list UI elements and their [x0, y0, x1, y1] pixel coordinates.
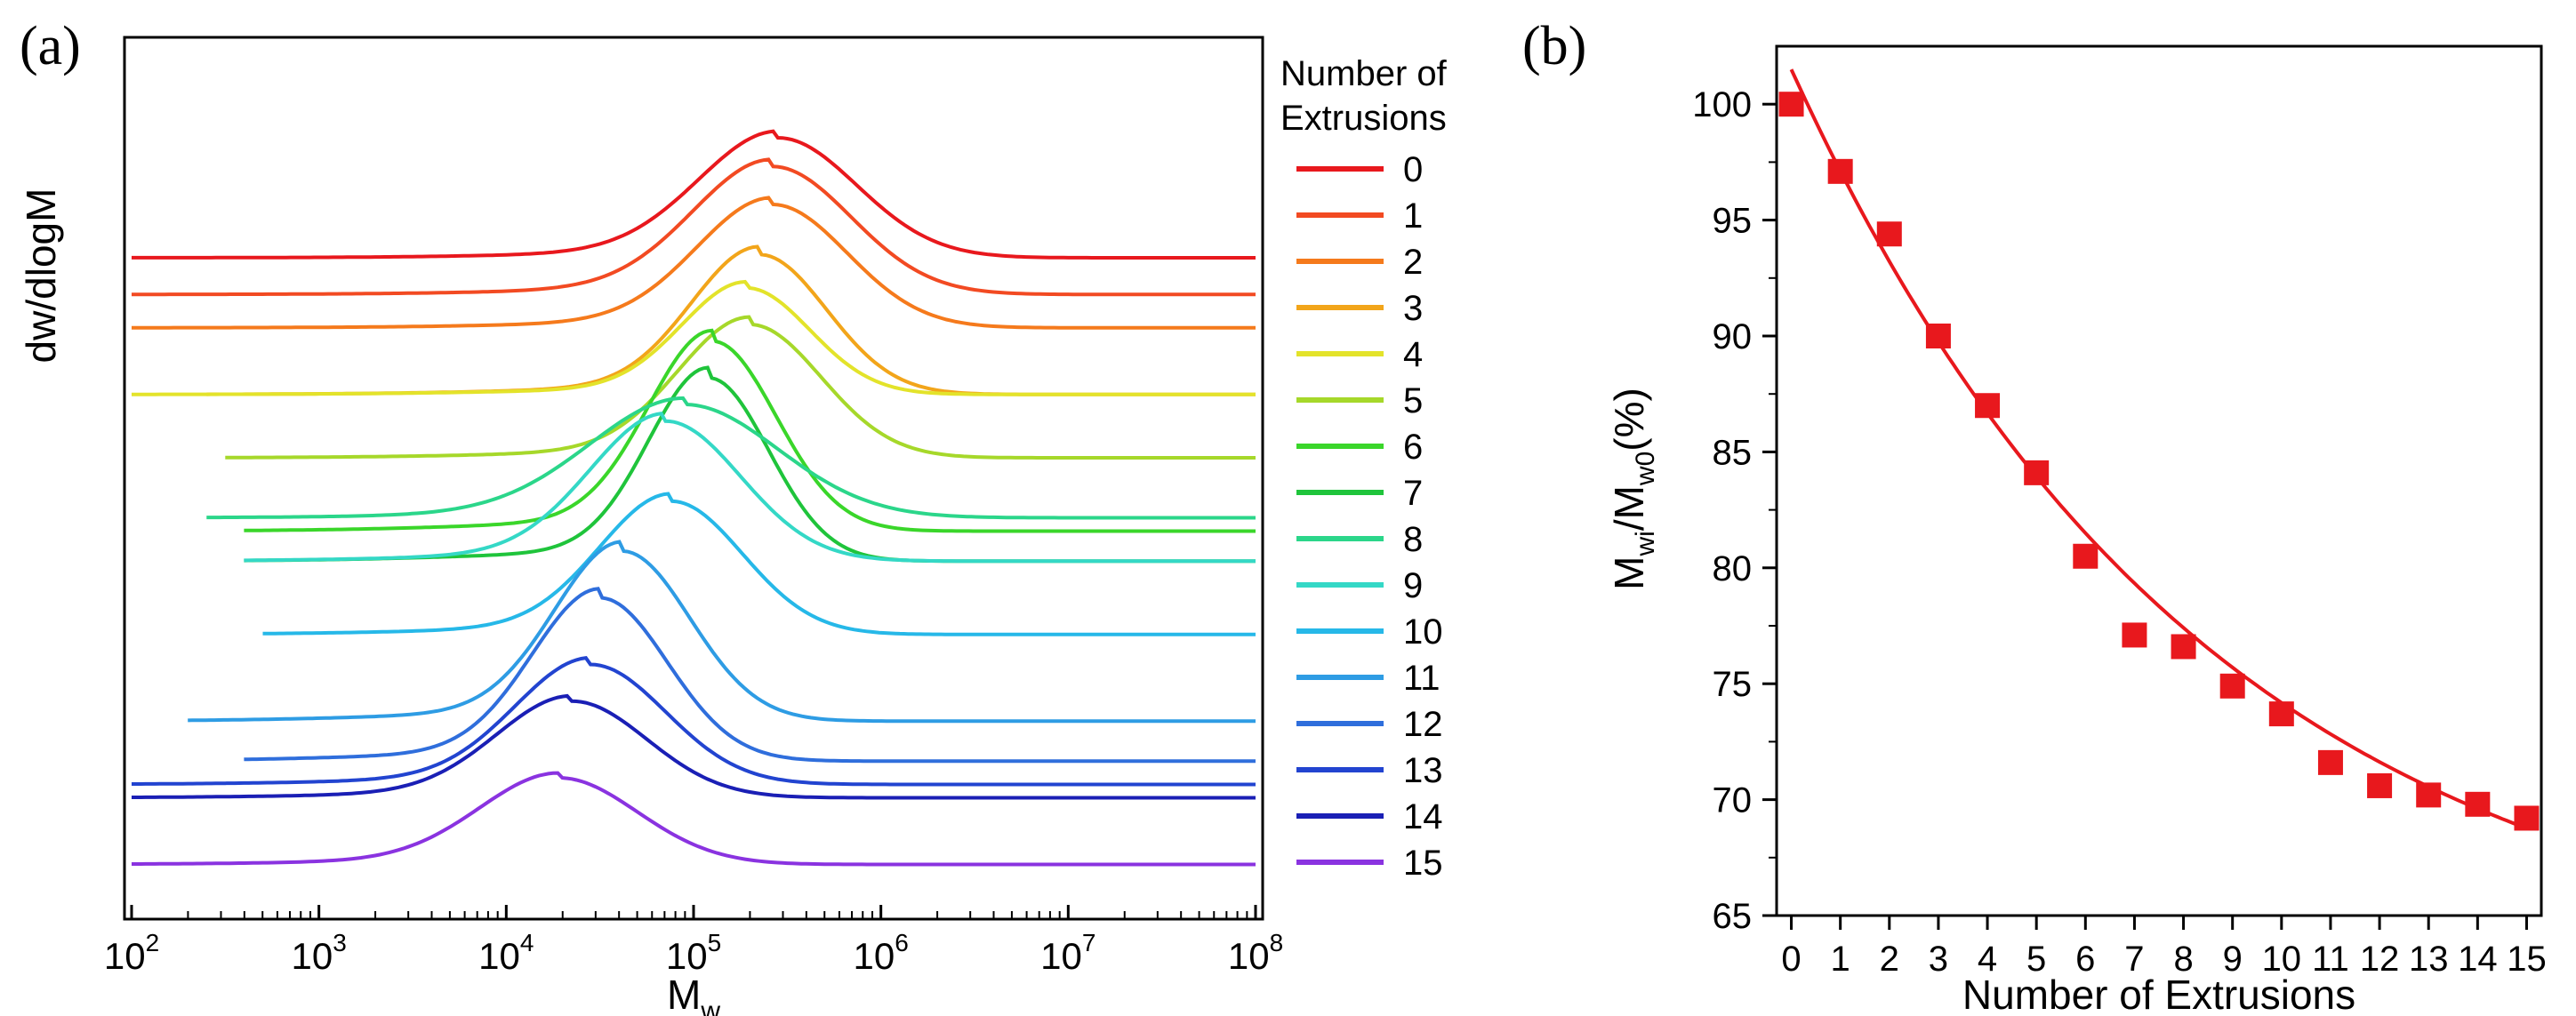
panel-a-x-tick-label: 102 — [104, 929, 159, 977]
data-point-extrusion-2 — [1876, 221, 1902, 247]
dw-curve-extrusion-0 — [132, 129, 1256, 260]
legend-label-extrusion-1: 1 — [1403, 196, 1423, 236]
panel-b-data-points — [1778, 92, 2540, 831]
dw-curve-extrusion-10 — [262, 492, 1256, 636]
panel-a-x-tick-label: 106 — [854, 929, 909, 977]
panel-b-y-tick-label: 90 — [1713, 317, 1753, 356]
panel-b-x-tick-label: 0 — [1781, 940, 1801, 979]
panel-a-x-tick-label: 104 — [478, 929, 534, 977]
legend-label-extrusion-9: 9 — [1403, 566, 1423, 605]
panel-b-x-tick-label: 13 — [2409, 940, 2449, 979]
legend-title-line-2: Extrusions — [1280, 99, 1447, 138]
panel-label-b: (b) — [1522, 16, 1586, 76]
data-point-extrusion-3 — [1925, 324, 1951, 348]
panel-b-x-tick-label: 4 — [1978, 940, 1997, 979]
legend-label-extrusion-7: 7 — [1403, 474, 1423, 513]
panel-b-x-tick-label: 15 — [2507, 940, 2547, 979]
panel-b-y-tick-label: 70 — [1713, 781, 1753, 820]
legend-label-extrusion-6: 6 — [1403, 428, 1423, 467]
legend-label-extrusion-5: 5 — [1403, 381, 1423, 420]
data-point-extrusion-15 — [2514, 805, 2540, 831]
dw-curve-extrusion-1 — [132, 157, 1256, 297]
panel-a-x-tick-label: 103 — [292, 929, 347, 977]
panel-b-fit-curve — [1789, 68, 2528, 830]
legend-label-extrusion-2: 2 — [1403, 243, 1423, 282]
dw-curve-extrusion-6 — [244, 328, 1256, 533]
panel-a-plot-frame — [123, 36, 1264, 921]
panel-b-x-tick-label: 12 — [2360, 940, 2400, 979]
legend-label-extrusion-13: 13 — [1403, 751, 1443, 790]
data-point-extrusion-5 — [2024, 460, 2050, 485]
dw-curve-extrusion-12 — [244, 587, 1256, 764]
data-point-extrusion-12 — [2367, 772, 2393, 798]
panel-b-x-axis-label: Number of Extrusions — [1962, 972, 2355, 1016]
data-point-extrusion-0 — [1778, 92, 1804, 117]
panel-a-curves — [132, 129, 1256, 867]
panel-label-a: (a) — [20, 16, 81, 76]
dw-curve-extrusion-14 — [132, 693, 1256, 800]
panel-b: (b) Mwi/Mw0(%) 0 1 2 3 4 5 6 7 8 9 10 11 12 13 14 15 65… — [1522, 16, 2547, 1016]
panel-b-y-tick-label: 65 — [1713, 897, 1753, 936]
panel-b-y-tick-label: 85 — [1713, 433, 1753, 472]
data-point-extrusion-6 — [2073, 543, 2099, 569]
panel-b-x-tick-label: 9 — [2223, 940, 2243, 979]
panel-b-x-tick-label: 7 — [2124, 940, 2144, 979]
panel-b-x-tick-label: 5 — [2026, 940, 2046, 979]
dw-curve-extrusion-4 — [132, 279, 1256, 396]
dw-curve-extrusion-2 — [132, 196, 1256, 330]
data-point-extrusion-7 — [2122, 622, 2147, 648]
panel-a-y-axis-label: dw/dlogM — [18, 188, 64, 364]
legend-label-extrusion-12: 12 — [1403, 705, 1443, 744]
dw-curve-extrusion-9 — [244, 411, 1256, 564]
dw-curve-extrusion-15 — [132, 771, 1256, 867]
panel-b-y-tick-label: 100 — [1692, 85, 1752, 124]
legend-label-extrusion-4: 4 — [1403, 335, 1423, 374]
legend-label-extrusion-3: 3 — [1403, 289, 1423, 328]
panel-b-x-tick-label: 3 — [1929, 940, 1948, 979]
dw-curve-extrusion-8 — [206, 396, 1256, 520]
panel-a-x-tick-label: 108 — [1228, 929, 1283, 977]
panel-b-y-tick-label: 95 — [1713, 202, 1753, 241]
panel-b-y-axis-label: Mwi/Mw0(%) — [1606, 388, 1660, 590]
panel-a-legend: Number of Extrusions 0123456789101112131… — [1280, 54, 1448, 883]
legend-label-extrusion-14: 14 — [1403, 797, 1443, 836]
panel-b-x-tick-label: 6 — [2075, 940, 2095, 979]
panel-b-x-tick-label: 2 — [1880, 940, 1899, 979]
panel-b-x-tick-label: 11 — [2312, 940, 2349, 979]
legend-label-extrusion-0: 0 — [1403, 150, 1423, 189]
dw-curve-extrusion-5 — [225, 315, 1256, 460]
data-point-extrusion-10 — [2268, 701, 2294, 727]
panel-a-x-axis-label: Mw — [667, 972, 720, 1016]
dw-curve-extrusion-13 — [132, 656, 1256, 787]
panel-a-x-axis: 102 103 104 105 106 107 108 — [104, 905, 1283, 977]
panel-b-x-tick-label: 14 — [2458, 940, 2498, 979]
data-point-extrusion-9 — [2219, 673, 2245, 699]
data-point-extrusion-1 — [1827, 158, 1853, 184]
panel-a-x-tick-label: 107 — [1040, 929, 1095, 977]
data-point-extrusion-8 — [2171, 634, 2196, 660]
data-point-extrusion-11 — [2317, 749, 2343, 775]
data-point-extrusion-14 — [2465, 791, 2491, 817]
panel-b-y-tick-label: 75 — [1713, 665, 1753, 704]
panel-b-x-tick-label: 10 — [2262, 940, 2302, 979]
panel-a-x-tick-label: 105 — [666, 929, 721, 977]
legend-label-extrusion-11: 11 — [1403, 659, 1440, 698]
legend-label-extrusion-8: 8 — [1403, 520, 1423, 559]
panel-b-x-tick-label: 1 — [1831, 940, 1850, 979]
panel-a: (a) dw/dlogM 102 103 104 105 106 107 108… — [18, 16, 1448, 1016]
legend-title-line-1: Number of — [1280, 54, 1448, 93]
legend-label-extrusion-10: 10 — [1403, 612, 1443, 652]
dw-curve-extrusion-11 — [188, 540, 1256, 724]
panel-b-y-tick-label: 80 — [1713, 549, 1753, 588]
data-point-extrusion-4 — [1975, 393, 2001, 419]
data-point-extrusion-13 — [2416, 782, 2442, 808]
legend-label-extrusion-15: 15 — [1403, 844, 1443, 883]
panel-b-x-tick-label: 8 — [2173, 940, 2193, 979]
panel-b-plot-frame — [1775, 44, 2543, 917]
